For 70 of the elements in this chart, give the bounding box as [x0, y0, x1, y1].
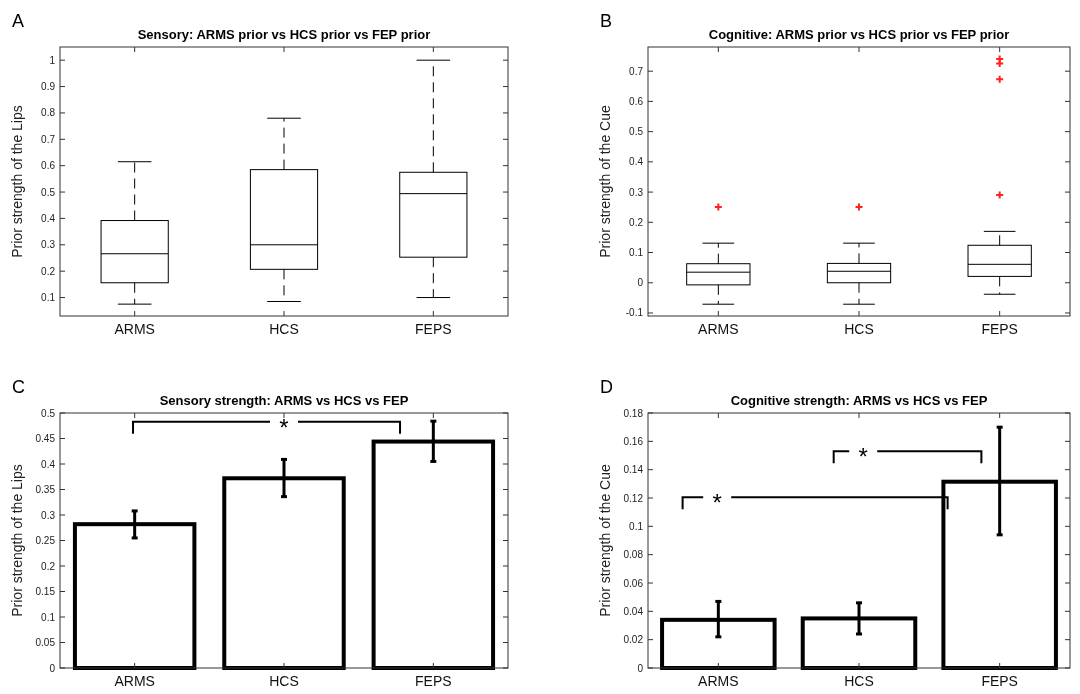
y-tick-label: 0: [637, 662, 644, 674]
y-tick-label: 0.35: [35, 484, 56, 495]
y-tick-label: 0.2: [629, 216, 644, 228]
y-tick-label: 0: [637, 277, 644, 289]
x-tick-label: ARMS: [114, 321, 155, 337]
y-tick-label: 0.15: [35, 586, 56, 597]
y-tick-label: 0.5: [629, 126, 644, 138]
y-tick-label: 0.9: [41, 81, 56, 93]
text: A: [12, 11, 25, 31]
y-tick-label: 0.7: [41, 133, 56, 145]
text: C: [12, 377, 25, 397]
text: B: [600, 11, 613, 31]
y-tick-label: 0.6: [629, 95, 644, 107]
y-tick-label: 0.8: [41, 107, 56, 119]
significance-bracket: *: [681, 489, 949, 517]
annotation: *: [858, 443, 868, 471]
y-axis-title: Prior strength of the Lips: [9, 464, 25, 617]
x-tick-label: HCS: [844, 321, 874, 337]
chart-title: Sensory strength: ARMS vs HCS vs FEP: [159, 393, 409, 408]
x-tick-label: FEPS: [981, 673, 1018, 689]
y-tick-label: 0.45: [35, 433, 56, 444]
y-tick-label: 0.4: [41, 212, 56, 224]
significance-bracket: *: [832, 443, 983, 471]
x-tick-label: HCS: [844, 673, 874, 689]
y-tick-label: 0.04: [623, 605, 644, 617]
y-tick-label: 0.02: [623, 634, 644, 646]
y-tick-label: 0.06: [623, 577, 644, 589]
y-tick-label: 0.25: [35, 535, 56, 546]
x-tick-label: ARMS: [698, 321, 739, 337]
y-tick-label: 0.1: [41, 292, 56, 304]
x-tick-label: FEPS: [415, 673, 452, 689]
y-tick-label: 0.3: [41, 239, 56, 251]
y-tick-label: 0.4: [41, 458, 56, 470]
x-tick-label: FEPS: [981, 321, 1018, 337]
y-axis-title: Prior strength of the Lips: [9, 105, 25, 258]
y-tick-label: 0.5: [41, 407, 56, 419]
y-tick-label: 0.2: [41, 265, 56, 277]
chart-title: Sensory: ARMS prior vs HCS prior vs FEP prior: [137, 27, 431, 42]
chart-title: Cognitive strength: ARMS vs HCS vs FEP: [730, 393, 988, 408]
x-tick-label: ARMS: [114, 673, 155, 689]
y-tick-label: 0.4: [629, 156, 644, 168]
y-axis-title: Prior strength of the Cue: [597, 105, 613, 258]
y-tick-label: 0.5: [41, 186, 56, 198]
significance-bracket: *: [132, 413, 402, 441]
annotation: *: [279, 413, 289, 441]
annotation: *: [712, 489, 722, 517]
y-tick-label: 0.1: [41, 611, 56, 623]
x-tick-label: ARMS: [698, 673, 739, 689]
y-tick-label: 0.3: [41, 509, 56, 521]
chart-title: Cognitive: ARMS prior vs HCS prior vs FEP prior: [708, 27, 1010, 42]
text: D: [600, 377, 613, 397]
y-tick-label: 0.7: [629, 65, 644, 77]
y-tick-label: 0.14: [623, 464, 644, 476]
y-tick-label: -0.1: [625, 307, 644, 319]
y-tick-label: 0.6: [41, 160, 56, 172]
x-tick-label: FEPS: [415, 321, 452, 337]
y-tick-label: 0.18: [623, 407, 644, 419]
y-tick-label: 0.05: [35, 637, 56, 648]
y-tick-label: 0.2: [41, 560, 56, 572]
y-tick-label: 0.08: [623, 549, 644, 561]
y-tick-label: 0.1: [629, 520, 644, 532]
y-tick-label: 0.3: [629, 186, 644, 198]
y-tick-label: 0: [49, 662, 56, 674]
y-axis-title: Prior strength of the Cue: [597, 464, 613, 617]
x-tick-label: HCS: [269, 321, 299, 337]
y-tick-label: 1: [49, 54, 56, 66]
y-tick-label: 0.16: [623, 435, 644, 447]
y-tick-label: 0.12: [623, 492, 644, 504]
x-tick-label: HCS: [269, 673, 299, 689]
y-tick-label: 0.1: [629, 247, 644, 259]
